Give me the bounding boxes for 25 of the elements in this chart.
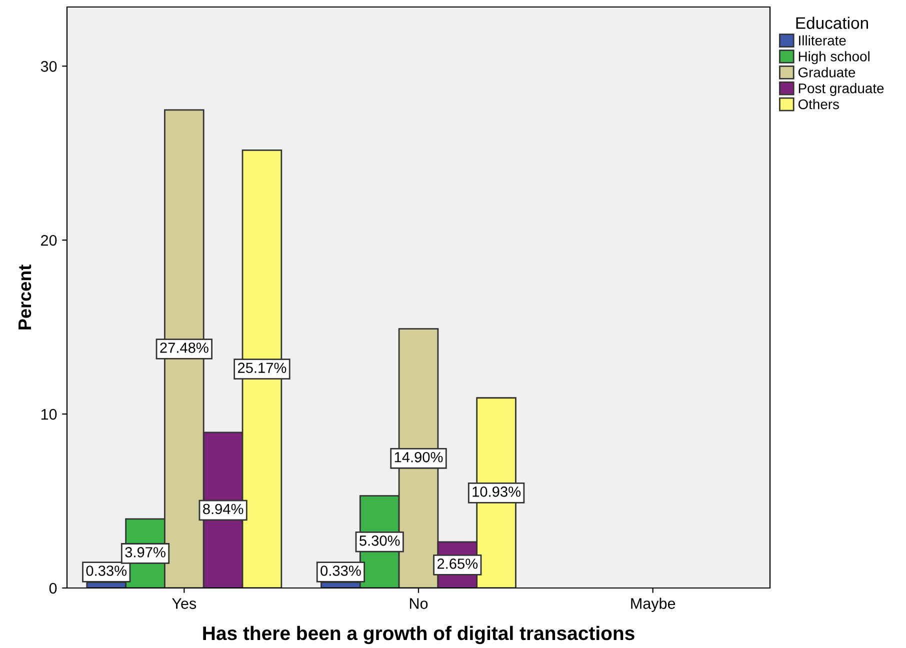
x-axis-title: Has there been a growth of digital transactions: [203, 626, 634, 644]
x-tick-label: No: [410, 598, 428, 609]
x-tick-label: Maybe: [631, 598, 676, 612]
y-axis-title: Percent: [18, 264, 32, 330]
data-label: 0.33%: [320, 566, 361, 576]
x-tick-label: Yes: [172, 598, 196, 609]
data-label: 14.90%: [394, 452, 443, 462]
data-label: 2.65%: [437, 558, 478, 569]
data-label: 27.48%: [160, 342, 208, 353]
y-tick-label: 10: [41, 408, 57, 420]
y-tick-label: 0: [49, 582, 57, 594]
y-tick-label: 30: [40, 61, 57, 72]
legend-label: High school: [798, 51, 870, 64]
data-label: 8.94%: [203, 504, 244, 514]
data-label: 3.97%: [125, 547, 166, 558]
legend-label: Graduate: [798, 67, 856, 78]
data-label: 25.17%: [238, 362, 286, 373]
data-label: 0.33%: [86, 566, 127, 576]
legend-title: Education: [796, 16, 868, 29]
data-label: 10.93%: [472, 486, 521, 497]
legend-label: Illiterate: [799, 35, 846, 46]
data-label: 5.30%: [360, 535, 400, 546]
legend-label: Others: [798, 99, 839, 110]
legend-label: Post graduate: [798, 83, 884, 96]
y-tick-label: 20: [41, 234, 57, 246]
